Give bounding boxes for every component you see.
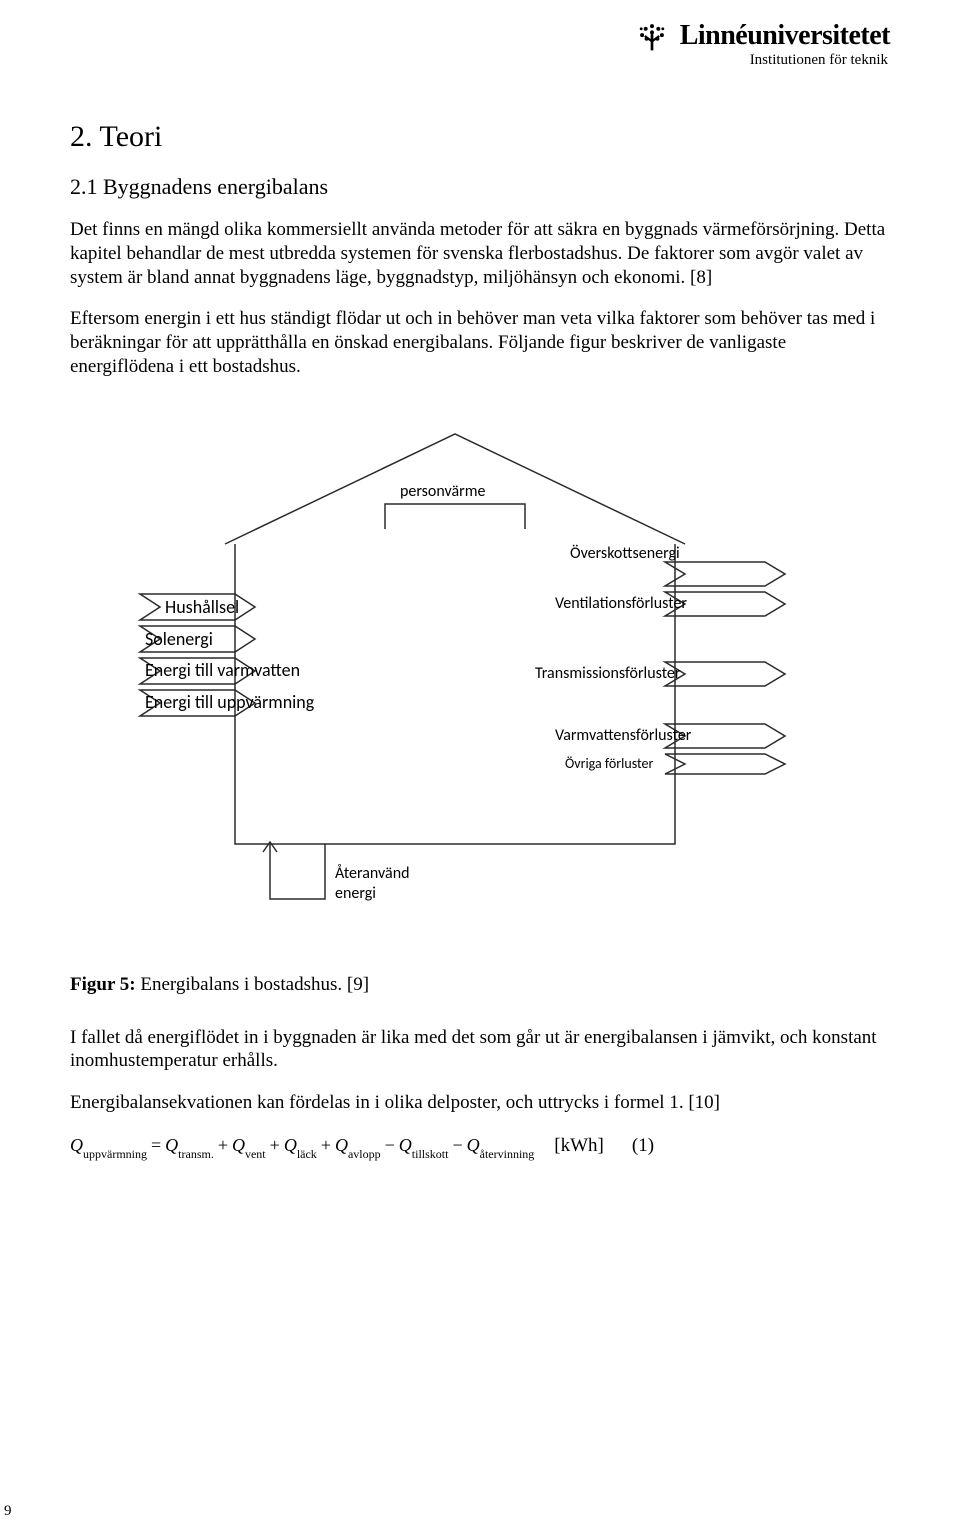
sub-t5: tillskott <box>412 1147 449 1161</box>
label-transmissionsforluster: Transmissionsförluster <box>535 664 680 683</box>
formula-number: (1) <box>632 1135 654 1157</box>
sym-t4: Q <box>335 1135 348 1155</box>
page-root: Linnéuniversitetet Institutionen för tek… <box>0 0 960 1526</box>
equation-1: Quppvärmning = Qtransm. + Qvent + Qläck … <box>70 1135 890 1160</box>
label-ateranvand-2: energi <box>335 884 376 903</box>
sym-t3: Q <box>284 1135 297 1155</box>
figure-caption: Figur 5: Energibalans i bostadshus. [9] <box>70 974 890 996</box>
sym-t5: Q <box>399 1135 412 1155</box>
label-varmvattensforluster: Varmvattensförluster <box>555 726 691 745</box>
label-solenergi: Solenergi <box>145 628 213 650</box>
section-heading: 2. Teori <box>70 120 890 154</box>
sub-t3: läck <box>297 1147 317 1161</box>
caption-prefix: Figur 5: <box>70 974 136 995</box>
op-minus-2: − <box>452 1135 462 1156</box>
tree-icon <box>634 18 670 54</box>
energy-balance-diagram: personvärme Hushållsel Solenergi Energi … <box>105 404 805 944</box>
paragraph-1: Det finns en mängd olika kommersiellt an… <box>70 218 890 289</box>
sym-lhs: Q <box>70 1135 83 1155</box>
sub-lhs: uppvärmning <box>83 1147 147 1161</box>
label-energi-uppvarmning: Energi till uppvärmning <box>145 691 314 713</box>
logo-row: Linnéuniversitetet <box>634 18 890 54</box>
op-plus-2: + <box>270 1135 280 1156</box>
university-logo: Linnéuniversitetet Institutionen för tek… <box>634 18 890 69</box>
label-overskottsenergi: Överskottsenergi <box>570 544 680 563</box>
label-ventilationsforluster: Ventilationsförluster <box>555 594 687 613</box>
op-minus-1: − <box>385 1135 395 1156</box>
op-plus-3: + <box>321 1135 331 1156</box>
paragraph-2: Eftersom energin i ett hus ständigt flöd… <box>70 307 890 378</box>
label-hushallsel: Hushållsel <box>165 596 239 618</box>
caption-text: Energibalans i bostadshus. [9] <box>136 974 369 995</box>
label-energi-varmvatten: Energi till varmvatten <box>145 659 300 681</box>
sub-t1: transm. <box>178 1147 214 1161</box>
logo-wordmark: Linnéuniversitetet <box>680 20 890 52</box>
op-plus-1: + <box>218 1135 228 1156</box>
sub-t6: återvinning <box>480 1147 535 1161</box>
subsection-heading: 2.1 Byggnadens energibalans <box>70 174 890 200</box>
label-ateranvand-1: Återanvänd <box>335 864 410 883</box>
paragraph-4: Energibalansekvationen kan fördelas in i… <box>70 1091 890 1115</box>
formula-unit: [kWh] <box>554 1135 604 1157</box>
sym-t2: Q <box>232 1135 245 1155</box>
page-number: 9 <box>4 1503 12 1520</box>
label-ovriga-forluster: Övriga förluster <box>565 755 653 772</box>
paragraph-3: I fallet då energiflödet in i byggnaden … <box>70 1026 890 1074</box>
op-eq: = <box>151 1135 161 1156</box>
logo-subline: Institutionen för teknik <box>634 52 890 69</box>
sub-t2: vent <box>245 1147 266 1161</box>
sym-t6: Q <box>467 1135 480 1155</box>
label-personvarme: personvärme <box>400 482 485 501</box>
sym-t1: Q <box>165 1135 178 1155</box>
sub-t4: avlopp <box>348 1147 381 1161</box>
